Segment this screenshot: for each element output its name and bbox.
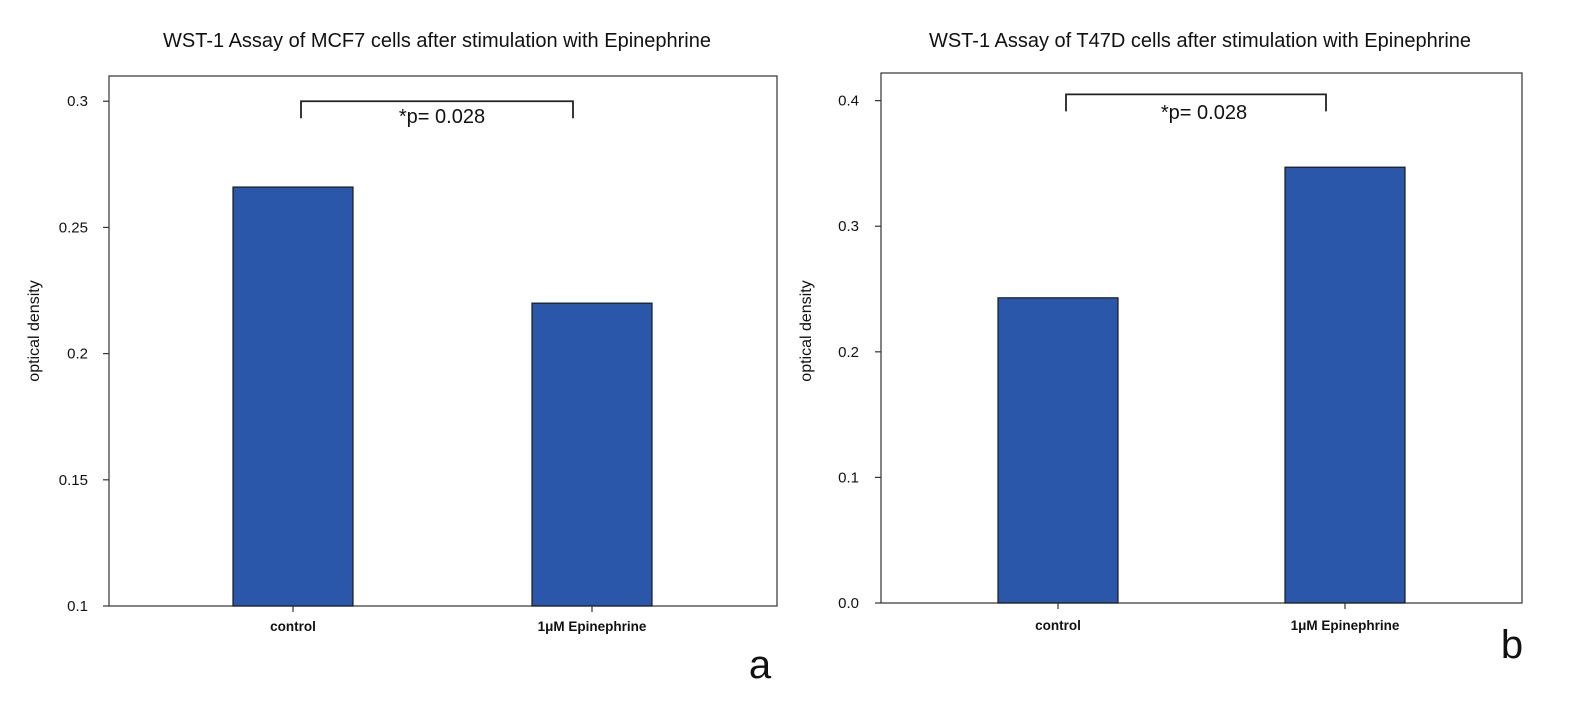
significance-bracket [1065,93,1327,112]
y-axis-label: optical density [26,280,43,381]
y-tick-label: 0.3 [67,93,88,110]
bar [531,302,653,607]
y-tick-label: 0.0 [838,595,859,612]
significance-label: *p= 0.028 [1161,102,1247,124]
y-tick-label: 0.4 [838,93,859,110]
plot-frame [880,72,1523,604]
y-tick-label: 0.1 [67,598,88,615]
y-tick-label: 0.25 [59,219,88,236]
chart-a: WST-1 Assay of MCF7 cells after stimulat… [26,30,778,687]
significance-bracket [300,100,574,119]
chart-title: WST-1 Assay of T47D cells after stimulat… [929,30,1471,52]
bar [1284,166,1406,604]
panel-label: b [1501,623,1523,667]
y-tick-label: 0.15 [59,472,88,489]
x-tick-label: control [270,619,316,634]
plot-frame [108,75,778,607]
x-tick-label: control [1035,618,1081,633]
bar [997,297,1119,604]
chart-b: WST-1 Assay of T47D cells after stimulat… [798,30,1523,667]
y-tick-label: 0.1 [838,469,859,486]
x-tick-label: 1μM Epinephrine [538,619,647,634]
x-tick-label: 1μM Epinephrine [1291,618,1400,633]
y-tick-label: 0.2 [67,346,88,363]
bar [232,186,354,607]
y-axis-label: optical density [798,280,815,381]
y-tick-label: 0.3 [838,218,859,235]
chart-title: WST-1 Assay of MCF7 cells after stimulat… [163,30,711,52]
y-tick-label: 0.2 [838,344,859,361]
panel-label: a [749,643,772,687]
significance-label: *p= 0.028 [399,106,485,128]
